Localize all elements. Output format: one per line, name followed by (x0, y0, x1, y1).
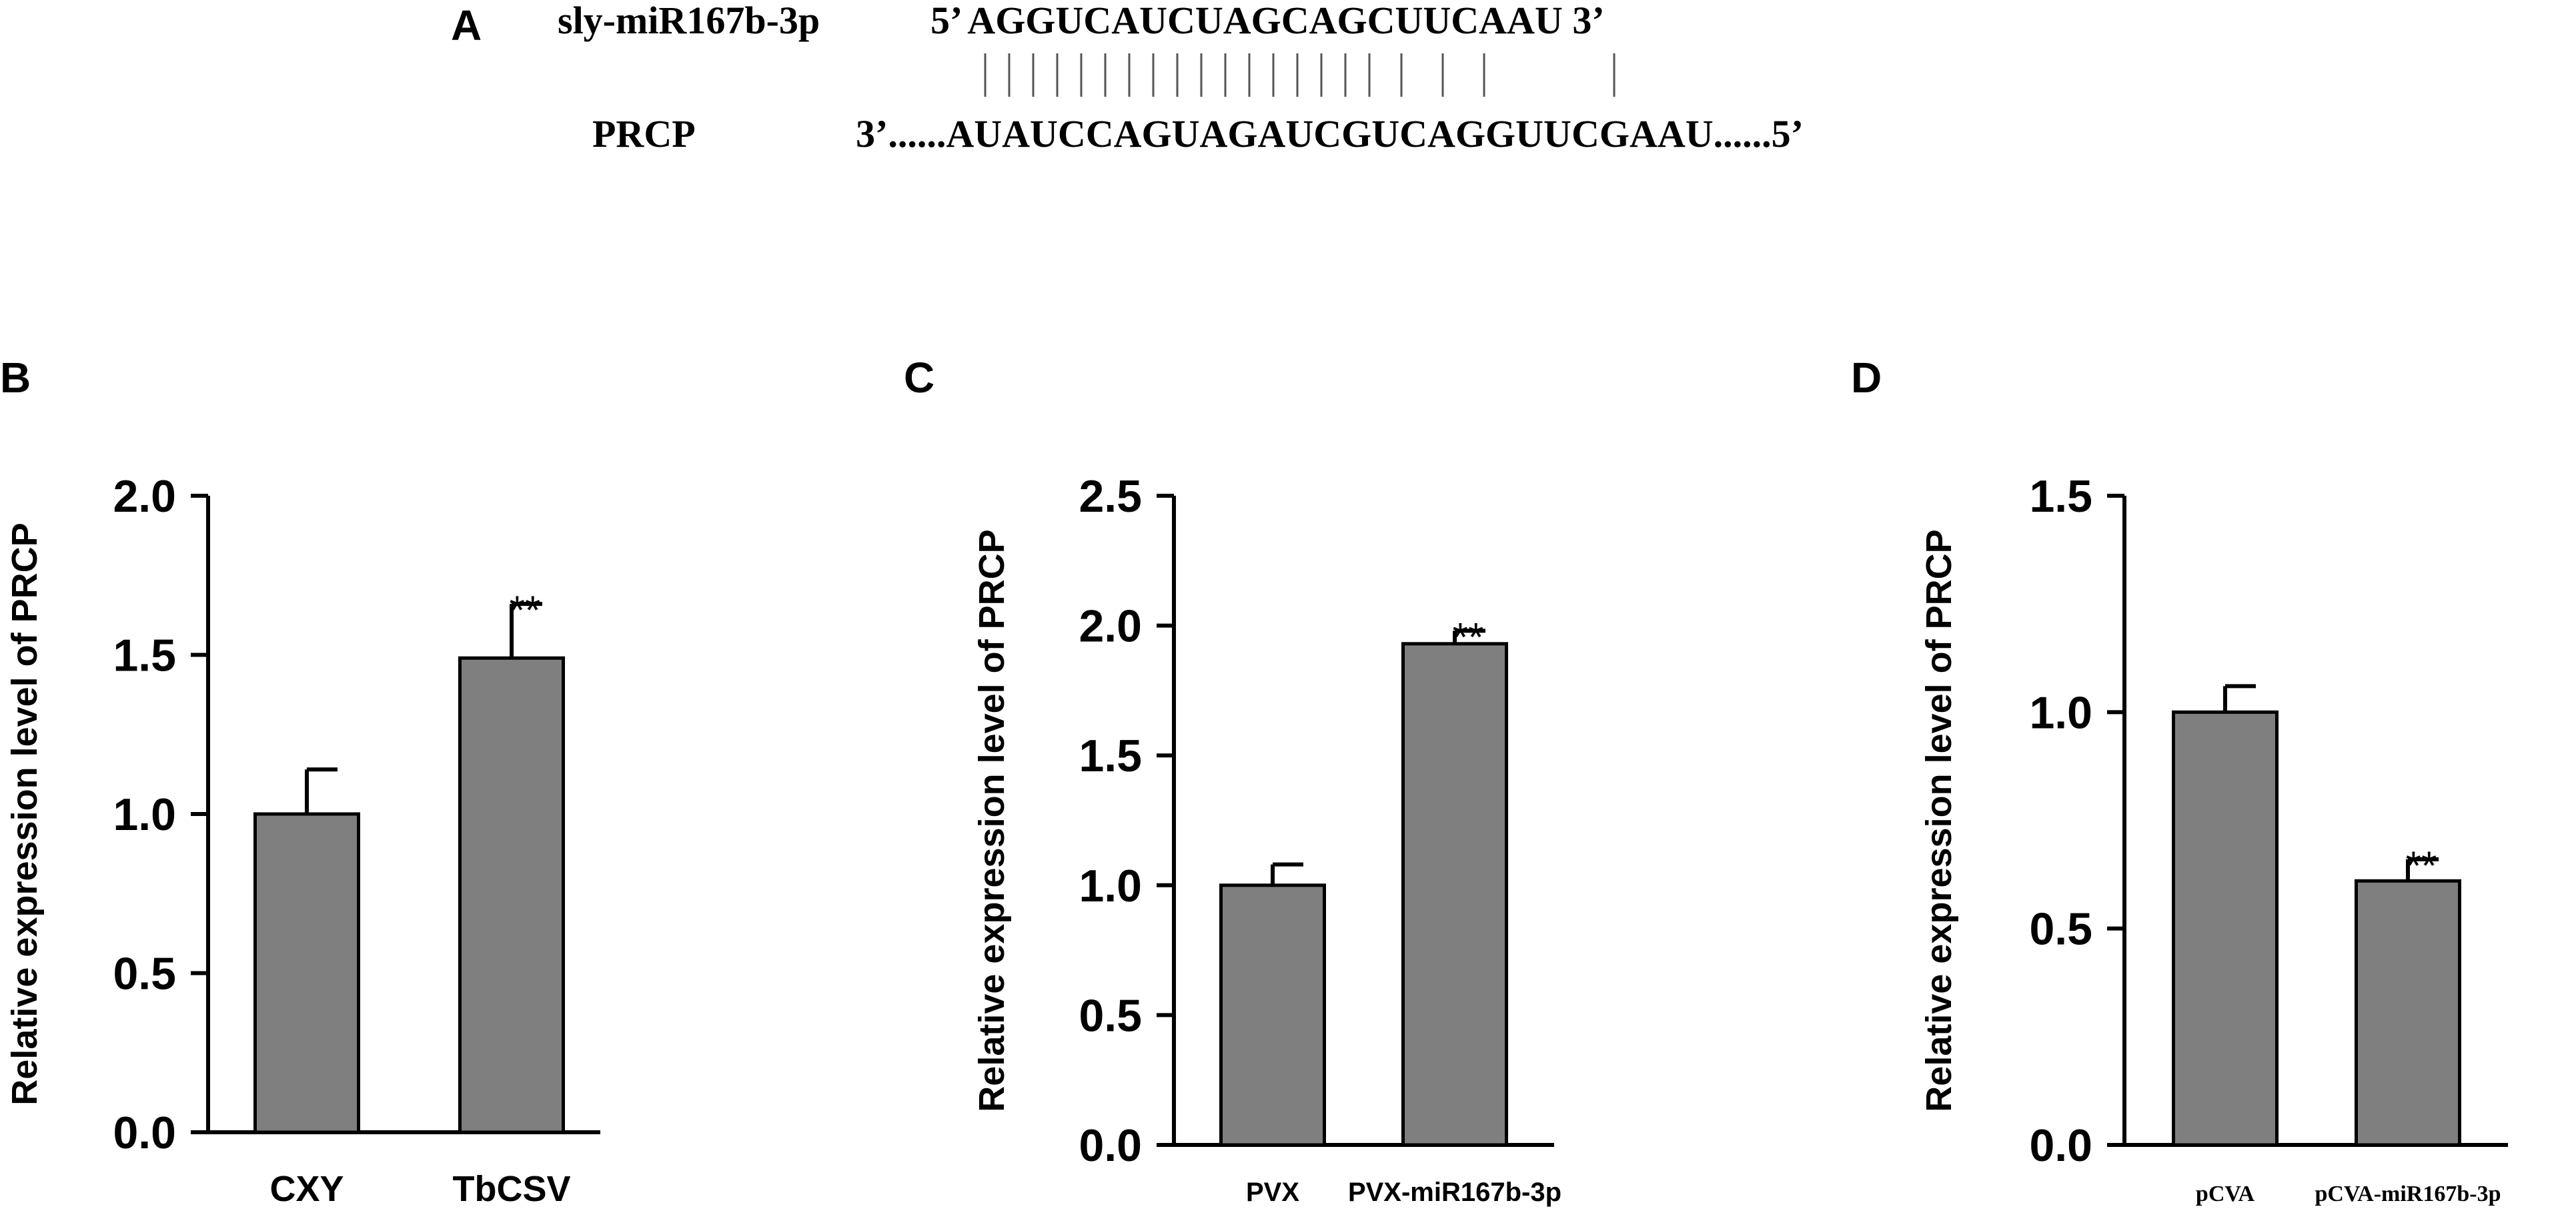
target-sequence: 3’......AUAUCCAGUAGAUCGUCAGGUUCGAAU.....… (856, 112, 1804, 155)
y-tick-label: 2.0 (1079, 601, 1142, 652)
y-tick-label: 1.0 (113, 789, 176, 840)
chart-panel-c: C 0.0 0.5 1.0 1.5 2.0 2.5 Relative expression … (904, 354, 1561, 1207)
chart-panel-b: B 0.0 0.5 1.0 1.5 2.0 Relative expression lev… (0, 354, 600, 1209)
mirna-name: sly-miR167b-3p (558, 0, 820, 42)
x-category-label: pCVA-miR167b-3p (2315, 1182, 2501, 1206)
bar (458, 656, 565, 1134)
y-tick-label: 0.5 (1079, 990, 1142, 1041)
y-axis-title: Relative expression level of PRCP (5, 522, 45, 1105)
significance-marker: ** (1453, 615, 1484, 659)
y-tick-label: 0.0 (113, 1108, 176, 1158)
y-tick-label: 1.5 (2029, 471, 2092, 522)
y-tick-label: 0.5 (2029, 904, 2092, 955)
bar (2355, 879, 2461, 1147)
y-tick-label: 2.5 (1079, 471, 1142, 522)
x-category-label: CXY (269, 1169, 344, 1209)
y-tick-label: 2.0 (113, 471, 176, 522)
pairing-bars (984, 53, 1616, 97)
y-tick-label: 1.5 (113, 631, 176, 681)
bar (2172, 710, 2279, 1147)
panel-c-label: C (904, 354, 934, 402)
bar (1401, 642, 1508, 1147)
x-category-label: TbCSV (452, 1169, 570, 1209)
x-category-label: PVX-miR167b-3p (1348, 1178, 1561, 1207)
bar (253, 812, 360, 1134)
y-tick-label: 1.0 (2029, 687, 2092, 738)
chart-panel-d: D 0.0 0.5 1.0 1.5 Relative expression level … (1851, 354, 2508, 1206)
panel-a: A sly-miR167b-3p 5’ AGGUCAUCUAGCAGCUUCAA… (451, 0, 1804, 155)
mirna-sequence: 5’ AGGUCAUCUAGCAGCUUCAAU 3’ (930, 0, 1605, 42)
y-tick-label: 1.0 (1079, 861, 1142, 911)
y-tick-label: 1.5 (1079, 731, 1142, 781)
y-axis-title: Relative expression level of PRCP (972, 529, 1012, 1112)
y-tick-label: 0.0 (1079, 1120, 1142, 1171)
x-category-label: PVX (1246, 1178, 1299, 1207)
target-name: PRCP (592, 112, 696, 155)
significance-marker: ** (510, 588, 541, 633)
panel-b-label: B (0, 354, 31, 402)
y-axis-title: Relative expression level of PRCP (1919, 529, 1959, 1112)
y-tick-label: 0.0 (2029, 1120, 2092, 1171)
significance-marker: ** (2406, 843, 2437, 888)
panel-d-label: D (1851, 354, 1882, 402)
y-tick-label: 0.5 (113, 949, 176, 999)
x-category-label: pCVA (2196, 1182, 2255, 1206)
bar (1219, 883, 1326, 1147)
panel-a-label: A (451, 1, 482, 49)
